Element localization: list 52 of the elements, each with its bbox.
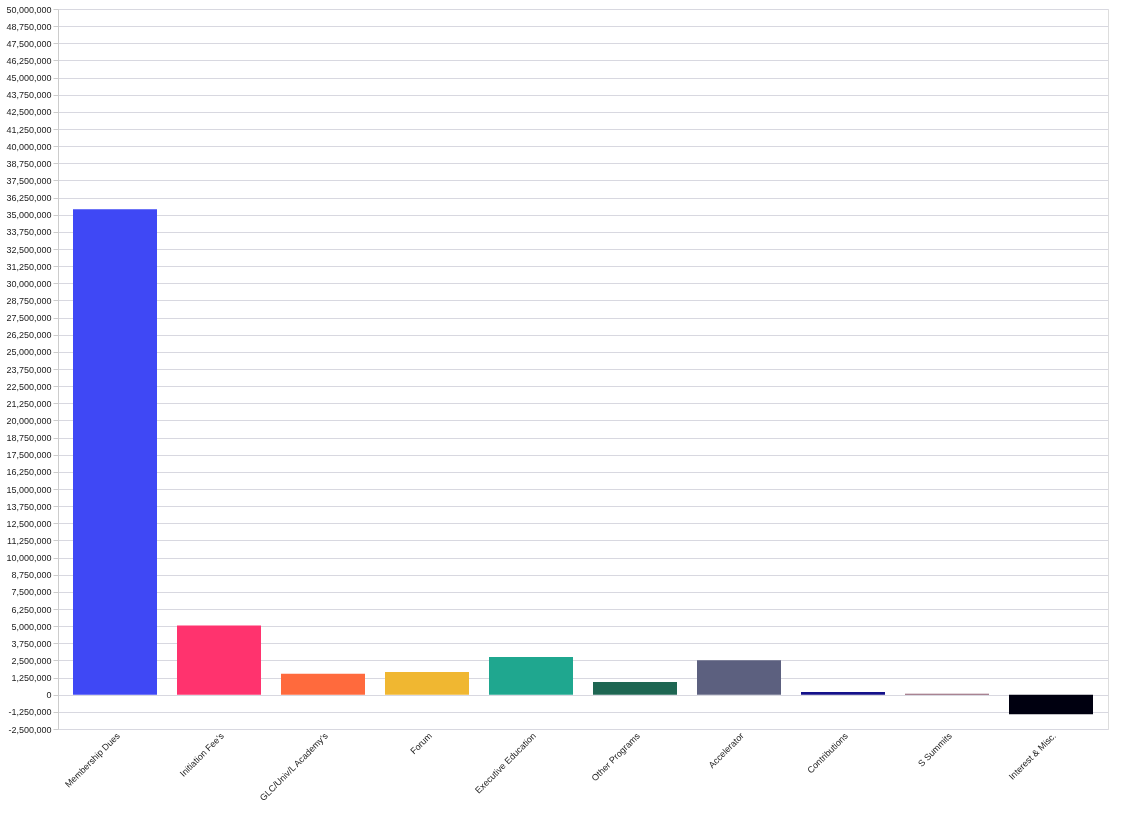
y-tick-label: 48,750,000 xyxy=(6,21,52,32)
y-tick-label: 3,750,000 xyxy=(11,638,52,649)
bar xyxy=(801,691,885,695)
y-tick-label: 13,750,000 xyxy=(6,501,52,512)
y-tick-label: 37,500,000 xyxy=(6,175,52,186)
y-tick-label: 16,250,000 xyxy=(6,467,52,478)
y-tick-label: 15,000,000 xyxy=(6,484,52,495)
y-tick-label: 35,000,000 xyxy=(6,210,52,221)
y-tick-label: 38,750,000 xyxy=(6,158,52,169)
y-tick-label: 32,500,000 xyxy=(6,244,52,255)
y-tick-label: 46,250,000 xyxy=(6,55,52,66)
y-tick-label: -1,250,000 xyxy=(8,707,52,718)
y-tick-label: 2,500,000 xyxy=(11,655,52,666)
bar xyxy=(73,209,157,695)
bar xyxy=(385,672,469,695)
y-tick-label: 17,500,000 xyxy=(6,450,52,461)
y-tick-label: -2,500,000 xyxy=(8,724,52,735)
y-tick-label: 6,250,000 xyxy=(11,604,52,615)
y-tick-label: 23,750,000 xyxy=(6,364,52,375)
bar xyxy=(281,673,365,695)
y-tick-label: 30,000,000 xyxy=(6,278,52,289)
y-tick-label: 41,250,000 xyxy=(6,124,52,135)
y-tick-label: 0 xyxy=(46,690,52,701)
y-tick-label: 36,250,000 xyxy=(6,193,52,204)
y-tick-label: 42,500,000 xyxy=(6,107,52,118)
y-tick-label: 21,250,000 xyxy=(6,398,52,409)
y-tick-label: 33,750,000 xyxy=(6,227,52,238)
y-tick-label: 45,000,000 xyxy=(6,73,52,84)
y-tick-label: 11,250,000 xyxy=(7,535,52,546)
y-tick-label: 31,250,000 xyxy=(6,261,52,272)
bar xyxy=(177,625,261,695)
y-tick-label: 27,500,000 xyxy=(6,313,52,324)
y-tick-label: 40,000,000 xyxy=(6,141,52,152)
y-tick-label: 50,000,000 xyxy=(6,4,52,15)
y-tick-label: 10,000,000 xyxy=(6,553,52,564)
y-tick-label: 20,000,000 xyxy=(6,415,52,426)
y-tick-label: 7,500,000 xyxy=(11,587,52,598)
y-tick-label: 8,750,000 xyxy=(11,570,52,581)
y-tick-label: 18,750,000 xyxy=(6,433,52,444)
bar xyxy=(1009,694,1093,715)
y-tick-label: 12,500,000 xyxy=(6,518,52,529)
bar xyxy=(593,681,677,695)
y-tick-label: 1,250,000 xyxy=(11,673,52,684)
bar xyxy=(697,660,781,695)
y-tick-label: 26,250,000 xyxy=(6,330,52,341)
y-tick-label: 22,500,000 xyxy=(6,381,52,392)
y-tick-label: 28,750,000 xyxy=(6,295,52,306)
y-tick-label: 5,000,000 xyxy=(11,621,52,632)
bar xyxy=(489,657,573,695)
y-tick-label: 25,000,000 xyxy=(6,347,52,358)
y-tick-label: 47,500,000 xyxy=(6,38,52,49)
y-tick-label: 43,750,000 xyxy=(6,90,52,101)
